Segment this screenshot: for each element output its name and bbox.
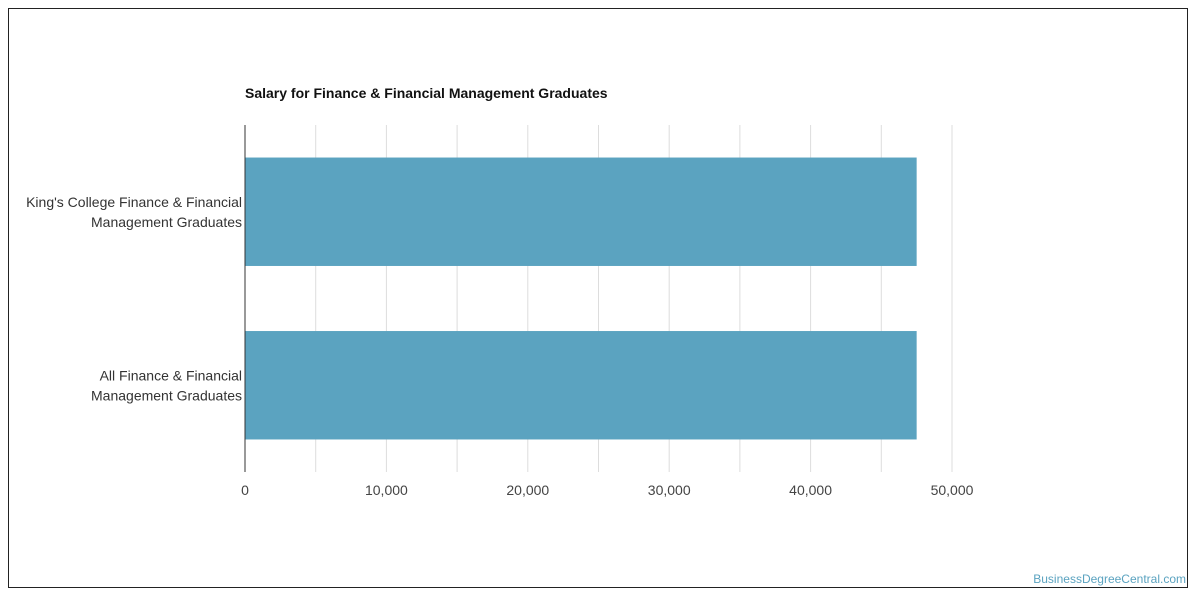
category-label: Management Graduates bbox=[91, 214, 242, 230]
category-labels: King's College Finance & Financial Manage… bbox=[26, 194, 242, 404]
x-tick-label: 0 bbox=[241, 482, 249, 498]
x-tick-label: 50,000 bbox=[931, 482, 974, 498]
bars bbox=[245, 157, 917, 440]
x-tick-labels: 0 10,000 20,000 30,000 40,000 50,000 bbox=[241, 482, 974, 498]
chart-frame bbox=[8, 8, 1188, 588]
category-label: All Finance & Financial bbox=[100, 367, 242, 383]
watermark: BusinessDegreeCentral.com bbox=[1033, 572, 1186, 586]
x-tick-label: 20,000 bbox=[506, 482, 549, 498]
x-tick-label: 10,000 bbox=[365, 482, 408, 498]
x-tick-label: 40,000 bbox=[789, 482, 832, 498]
category-label: Management Graduates bbox=[91, 387, 242, 403]
chart-title: Salary for Finance & Financial Managemen… bbox=[245, 85, 608, 101]
bar-1 bbox=[245, 331, 917, 440]
category-label: King's College Finance & Financial bbox=[26, 194, 242, 210]
bar-0 bbox=[245, 157, 917, 266]
x-tick-label: 30,000 bbox=[648, 482, 691, 498]
